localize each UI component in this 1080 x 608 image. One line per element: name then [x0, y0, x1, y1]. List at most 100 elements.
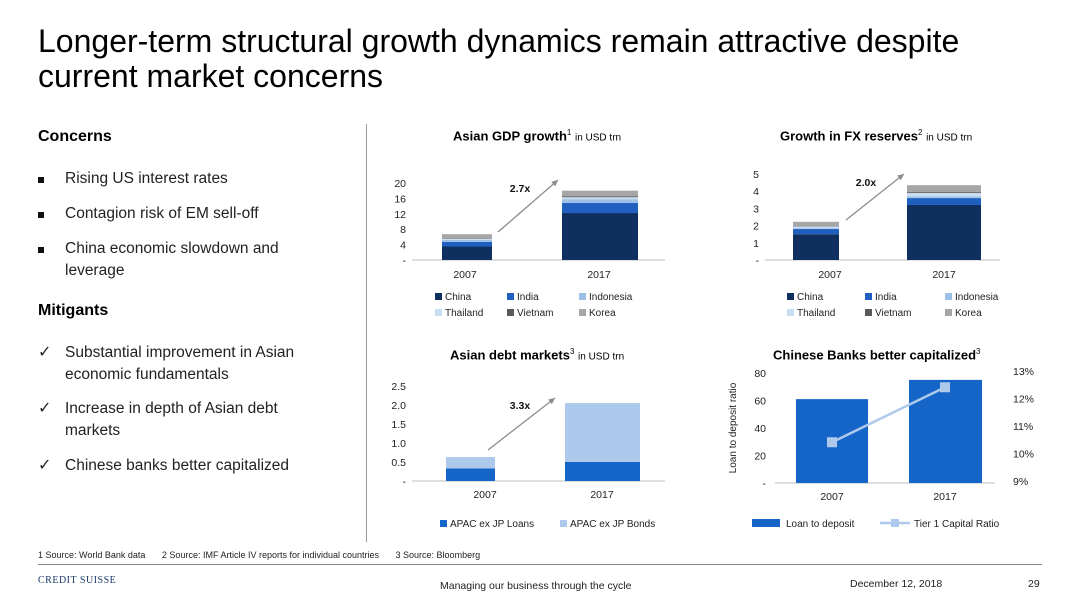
x-tick-label: 2017: [587, 269, 611, 281]
square-bullet-icon: [38, 177, 44, 183]
credit-suisse-logo: CREDIT SUISSE: [38, 575, 117, 586]
banks-chart-title: Chinese Banks better capitalized3: [773, 347, 981, 363]
growth-arrowhead: [897, 174, 904, 181]
bar-segment-india: [793, 229, 839, 235]
legend-label: APAC ex JP Bonds: [570, 519, 655, 530]
bar-segment-indonesia: [442, 239, 492, 242]
bar-segment-apac-ex-jp-bonds: [565, 403, 640, 462]
legend-label: China: [797, 292, 824, 303]
point-tier1-capital-ratio: [827, 437, 837, 448]
y-tick-label: 4: [753, 186, 759, 198]
growth-arrow: [845, 173, 905, 221]
concern-item-text: China economic slowdown and leverage: [65, 240, 279, 279]
y2-tick-label: 9%: [1013, 476, 1028, 488]
concern-item-text: Contagion risk of EM sell-off: [65, 205, 259, 222]
y-tick-label: 0.5: [391, 457, 406, 469]
fx-chart-title: Growth in FX reserves2 in USD trn: [780, 128, 973, 144]
legend-label: Indonesia: [589, 292, 633, 303]
point-tier1-capital-ratio: [940, 382, 950, 393]
bar-segment-korea: [442, 234, 492, 239]
legend-swatch: [579, 309, 586, 316]
growth-annotation: 3.3x: [510, 400, 531, 412]
y2-tick-label: 11%: [1013, 421, 1033, 433]
bar-segment-thailand: [793, 226, 839, 229]
y-tick-label: 80: [754, 368, 766, 380]
legend-swatch: [865, 309, 872, 316]
bar-loan-to-deposit: [909, 379, 982, 483]
bar-segment-thailand: [907, 192, 981, 197]
gdp-chart-title: Asian GDP growth1 in USD trn: [453, 128, 622, 144]
square-bullet-icon: [38, 247, 44, 253]
bar-segment-india: [562, 203, 638, 214]
legend-label: Indonesia: [955, 292, 999, 303]
legend-swatch: [945, 309, 952, 316]
legend-label: APAC ex JP Loans: [450, 519, 534, 530]
legend-label: Korea: [589, 308, 616, 319]
x-tick-label: 2017: [590, 489, 614, 501]
growth-arrowhead: [548, 398, 555, 405]
checkmark-icon: ✓: [38, 400, 52, 417]
legend-label: India: [517, 292, 539, 303]
footer-caption: Managing our business through the cycle: [440, 580, 632, 592]
y-tick-label: 20: [394, 178, 406, 190]
y2-tick-label: 13%: [1013, 366, 1034, 378]
footer-rule: [38, 564, 1042, 565]
footnote: 3 Source: Bloomberg: [395, 550, 481, 560]
footnote: 2 Source: IMF Article IV reports for ind…: [161, 550, 380, 560]
legend-label: Korea: [955, 308, 982, 319]
bar-segment-apac-ex-jp-bonds: [446, 457, 495, 469]
bar-segment-china: [442, 246, 492, 260]
x-tick-label: 2017: [932, 269, 956, 281]
y-tick-label: 2: [753, 221, 759, 233]
legend-swatch: [435, 309, 442, 316]
bar-segment-indonesia: [793, 228, 839, 230]
legend-label: Thailand: [797, 308, 835, 319]
bar-segment-vietnam: [562, 196, 638, 198]
debt-chart-title: Asian debt markets3 in USD trn: [450, 347, 625, 363]
footnotes: 1 Source: World Bank data 2 Source: IMF …: [38, 550, 494, 560]
bar-segment-china: [562, 213, 638, 260]
legend-swatch: [752, 519, 780, 527]
legend-marker-swatch: [891, 519, 899, 527]
footer-date: December 12, 2018: [850, 578, 943, 590]
legend-label: Vietnam: [875, 308, 912, 319]
legend-label: Thailand: [445, 308, 483, 319]
mitigant-item-text: Increase in depth of Asian debt markets: [65, 400, 278, 439]
legend-label: Loan to deposit: [786, 519, 855, 530]
growth-arrowhead: [551, 180, 558, 187]
bar-segment-indonesia: [907, 196, 981, 199]
y-tick-label: -: [763, 478, 767, 490]
x-tick-label: 2007: [818, 269, 842, 281]
legend-swatch: [435, 293, 442, 300]
y-axis-label: Loan to deposit ratio: [728, 382, 739, 473]
y-tick-label: -: [403, 476, 407, 488]
y-tick-label: -: [756, 255, 760, 267]
y-tick-label: 1.5: [391, 419, 406, 431]
page-number: 29: [1028, 578, 1040, 590]
concerns-heading: Concerns: [38, 128, 112, 145]
square-bullet-icon: [38, 212, 44, 218]
y-tick-label: 16: [394, 193, 406, 205]
y-tick-label: 20: [754, 451, 766, 463]
y-tick-label: 2.0: [391, 400, 406, 412]
bar-segment-vietnam: [907, 192, 981, 193]
y-tick-label: 2.5: [391, 381, 406, 393]
page-title: Longer-term structural growth dynamics r…: [38, 23, 960, 94]
legend-label: Tier 1 Capital Ratio: [914, 519, 1000, 530]
y-tick-label: 40: [754, 423, 766, 435]
y-tick-label: 1: [753, 238, 759, 250]
legend-swatch: [787, 309, 794, 316]
x-tick-label: 2007: [453, 269, 477, 281]
x-tick-label: 2007: [473, 489, 497, 501]
growth-arrow: [497, 179, 559, 233]
y2-tick-label: 12%: [1013, 394, 1034, 406]
bar-segment-india: [442, 241, 492, 247]
legend-swatch: [865, 293, 872, 300]
legend-swatch: [560, 520, 567, 527]
bar-segment-thailand: [442, 238, 492, 240]
growth-annotation: 2.0x: [856, 177, 877, 189]
legend-swatch: [507, 309, 514, 316]
mitigant-item-text: Substantial improvement in Asian economi…: [65, 344, 295, 383]
x-tick-label: 2017: [933, 491, 957, 503]
bar-segment-thailand: [562, 197, 638, 200]
